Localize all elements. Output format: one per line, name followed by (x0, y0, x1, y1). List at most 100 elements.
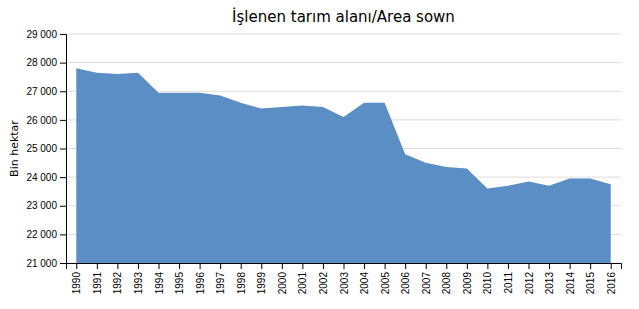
grid-line (66, 34, 621, 35)
tick-label: 26 000 (26, 115, 57, 126)
chart: 21 000 22 000 23 000 24 000 25 000 26 000 27 0… (0, 0, 639, 309)
tick-label: 2002 (318, 272, 329, 295)
tick-mark (241, 263, 242, 269)
tick-label: 2005 (380, 272, 391, 295)
tick-mark (60, 206, 66, 207)
tick: 2001 (297, 263, 308, 294)
tick-mark (549, 263, 550, 269)
tick-mark (117, 263, 118, 269)
tick-label: 29 000 (26, 29, 57, 40)
tick-label: 1991 (92, 272, 103, 295)
tick: 1997 (215, 263, 226, 294)
tick: 2015 (585, 263, 596, 294)
tick: 28 000 (26, 57, 66, 68)
tick: 1994 (154, 263, 165, 294)
tick-label: 1993 (133, 272, 144, 295)
grid-line (66, 62, 621, 63)
axis-line (60, 35, 67, 264)
tick-label: 2001 (297, 272, 308, 295)
tick: 24 000 (26, 172, 66, 183)
tick-mark (60, 177, 66, 178)
tick: 2012 (524, 263, 535, 294)
tick: 1998 (236, 263, 247, 294)
tick-mark (529, 263, 530, 269)
tick-label: 2011 (503, 272, 514, 294)
tick: 2014 (565, 263, 576, 294)
tick-mark (97, 263, 98, 269)
tick-mark (590, 263, 591, 269)
tick-label: 1990 (71, 272, 82, 295)
tick-label: 2000 (277, 272, 288, 295)
tick-label: 2012 (524, 272, 535, 295)
tick: 1993 (133, 263, 144, 294)
tick-label: 22 000 (26, 229, 57, 240)
tick: 25 000 (26, 143, 66, 154)
tick-label: 2004 (359, 272, 370, 295)
tick: 22 000 (26, 229, 66, 240)
tick-label: 2010 (482, 272, 493, 295)
tick-label: 1998 (236, 272, 247, 295)
tick: 2009 (462, 263, 473, 294)
tick-label: 1996 (195, 272, 206, 295)
tick-mark (60, 91, 66, 92)
tick-mark (220, 263, 221, 269)
tick-mark (60, 63, 66, 64)
marks (76, 68, 610, 263)
tick: 2007 (421, 263, 432, 294)
tick-label: 21 000 (26, 258, 57, 269)
tick-label: 1994 (154, 272, 165, 295)
tick: 2003 (339, 263, 350, 294)
tick: 2016 (606, 263, 617, 294)
tick-label: 2016 (606, 272, 617, 295)
tick: 1995 (174, 263, 185, 294)
tick-mark (179, 263, 180, 269)
tick-mark (611, 263, 612, 269)
tick-mark (60, 34, 66, 35)
y-axis: 21 000 22 000 23 000 24 000 25 000 26 000 27 0… (26, 29, 66, 269)
tick: 2010 (482, 263, 493, 294)
tick-mark (405, 263, 406, 269)
tick-mark (76, 263, 77, 269)
tick-label: 1999 (256, 272, 267, 295)
tick: 2013 (544, 263, 555, 294)
grid (66, 34, 621, 263)
tick-mark (364, 263, 365, 269)
tick-mark (200, 263, 201, 269)
tick: 2006 (400, 263, 411, 294)
tick-mark (302, 263, 303, 269)
tick-label: 28 000 (26, 57, 57, 68)
tick-mark (467, 263, 468, 269)
tick: 2011 (503, 263, 514, 294)
tick: 1999 (256, 263, 267, 294)
tick-label: 2015 (585, 272, 596, 295)
tick: 21 000 (26, 258, 66, 269)
tick: 27 000 (26, 86, 66, 97)
tick-mark (570, 263, 571, 269)
tick-label: 25 000 (26, 143, 57, 154)
plot: 21 000 22 000 23 000 24 000 25 000 26 000 27 0… (26, 29, 621, 295)
tick-mark (60, 263, 66, 264)
tick-label: 24 000 (26, 172, 57, 183)
tick-mark (138, 263, 139, 269)
axis-line (67, 264, 622, 270)
tick-mark (159, 263, 160, 269)
x-axis: 1990 1991 1992 1993 1994 1995 1996 1997 1998 1999… (67, 263, 622, 294)
tick-label: 2007 (421, 272, 432, 295)
tick-label: 2013 (544, 272, 555, 295)
tick-label: 27 000 (26, 86, 57, 97)
tick-label: 2006 (400, 272, 411, 295)
tick-label: 2014 (565, 272, 576, 295)
tick: 1992 (112, 263, 123, 294)
tick-mark (344, 263, 345, 269)
tick: 26 000 (26, 115, 66, 126)
tick: 29 000 (26, 29, 66, 40)
tick-mark (60, 149, 66, 150)
tick-mark (60, 234, 66, 235)
tick: 23 000 (26, 200, 66, 211)
tick-mark (426, 263, 427, 269)
tick-mark (323, 263, 324, 269)
y-axis-title: Bin hektar (8, 120, 21, 177)
tick-mark (282, 263, 283, 269)
tick: 1996 (195, 263, 206, 294)
tick: 2002 (318, 263, 329, 294)
